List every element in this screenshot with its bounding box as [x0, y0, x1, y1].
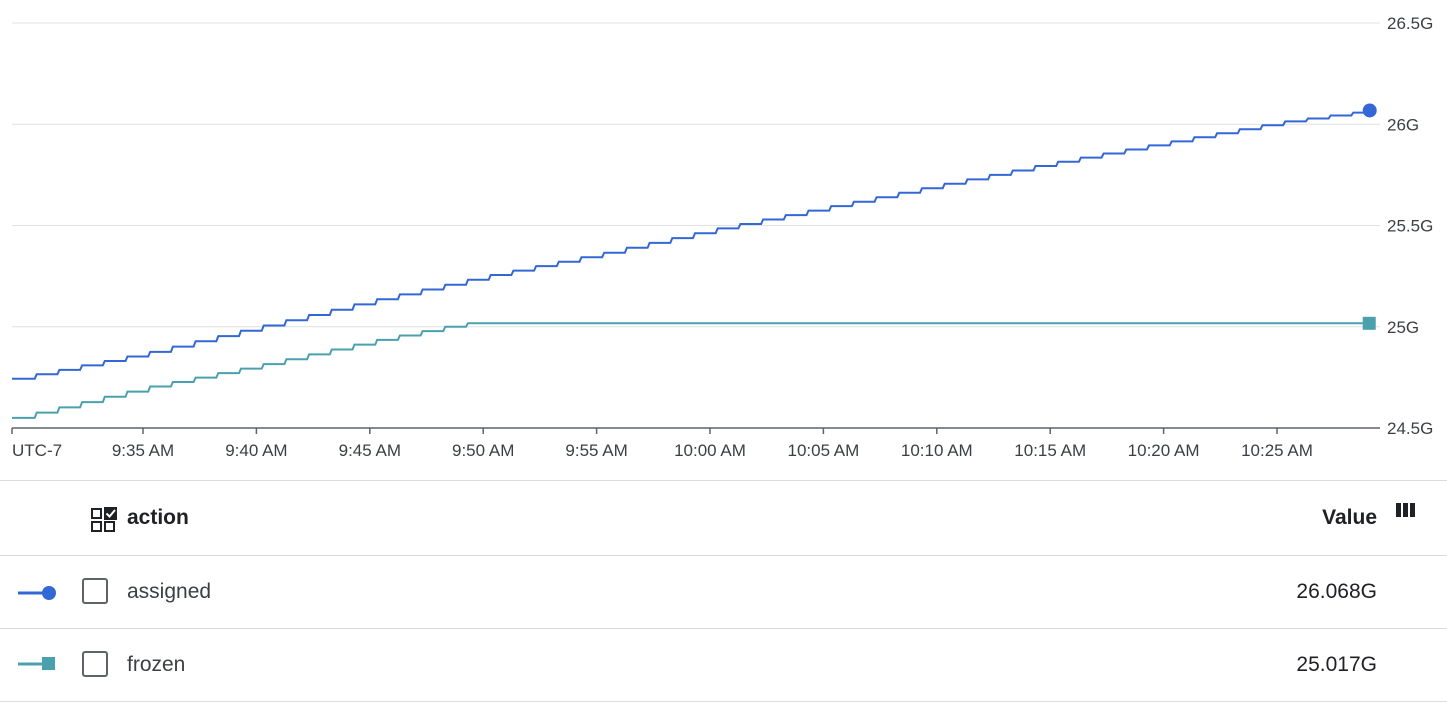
frozen-checkbox[interactable]: [82, 651, 108, 677]
series-marker-frozen: [1362, 316, 1376, 330]
series-name-assigned: assigned: [127, 580, 212, 603]
series-value-frozen: 25.017G: [1296, 653, 1377, 676]
x-tick-label: 9:50 AM: [452, 441, 514, 460]
assigned-checkbox[interactable]: [82, 578, 108, 604]
assigned-series-swatch: [18, 586, 56, 600]
y-tick-label: 25.5G: [1387, 217, 1433, 236]
x-tick-label: 10:25 AM: [1241, 441, 1313, 460]
legend-table: action Value assigned 26.068G frozen 25.…: [0, 480, 1447, 710]
series-name-frozen: frozen: [127, 653, 186, 676]
y-tick-label: 25G: [1387, 318, 1419, 337]
timezone-label: UTC-7: [12, 441, 62, 460]
series-line-assigned: [12, 109, 1371, 380]
x-tick-label: 10:05 AM: [787, 441, 859, 460]
x-tick-label: 9:45 AM: [339, 441, 401, 460]
x-tick-label: 9:55 AM: [565, 441, 627, 460]
table-row: assigned 26.068G: [0, 556, 1447, 629]
chart-svg: 26.5G 26G 25.5G 25G 24.5G UTC-7 9:35 AM 9:40 AM…: [11, 14, 1433, 460]
x-tick-label: 9:40 AM: [225, 441, 287, 460]
x-tick-label: 9:35 AM: [112, 441, 174, 460]
value-column-header[interactable]: Value: [1322, 506, 1377, 529]
series-value-assigned: 26.068G: [1296, 580, 1377, 603]
x-tick-label: 10:15 AM: [1014, 441, 1086, 460]
time-series-chart: 26.5G 26G 25.5G 25G 24.5G UTC-7 9:35 AM 9:40 AM…: [11, 14, 1433, 460]
frozen-series-swatch: [18, 657, 55, 670]
view-column-icon[interactable]: [1394, 501, 1418, 521]
y-tick-label: 26G: [1387, 115, 1419, 134]
x-tick-label: 10:10 AM: [901, 441, 973, 460]
y-tick-label: 24.5G: [1387, 419, 1433, 438]
action-column-header[interactable]: action: [127, 506, 189, 529]
x-tick-label: 10:20 AM: [1128, 441, 1200, 460]
table-row: frozen 25.017G: [0, 629, 1447, 702]
y-tick-label: 26.5G: [1387, 14, 1433, 33]
select-all-icon[interactable]: [90, 505, 120, 535]
legend-header-row: action Value: [0, 480, 1447, 556]
x-tick-label: 10:00 AM: [674, 441, 746, 460]
series-line-frozen: [12, 322, 1368, 419]
series-marker-assigned: [1362, 103, 1377, 118]
